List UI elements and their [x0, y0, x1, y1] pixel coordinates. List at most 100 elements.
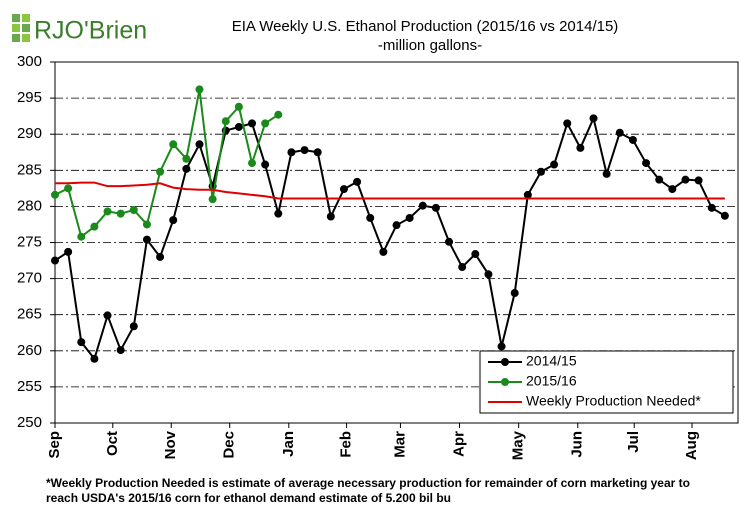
footnote: *Weekly Production Needed is estimate of… [46, 476, 690, 490]
legend-label: Weekly Production Needed* [526, 393, 701, 409]
data-point [418, 201, 427, 210]
x-tick-label: Jan [280, 431, 297, 457]
data-point [523, 190, 532, 199]
data-point [195, 85, 204, 94]
data-point [642, 159, 651, 168]
data-point [326, 212, 335, 221]
data-point [274, 110, 283, 119]
data-point [392, 221, 401, 230]
data-point [563, 119, 572, 128]
data-point [169, 216, 178, 225]
x-tick-label: Jul [625, 431, 642, 453]
data-point [90, 222, 99, 231]
data-point [707, 203, 716, 212]
series-line [54, 89, 279, 239]
data-point [221, 117, 230, 126]
data-point [129, 206, 138, 215]
legend-box [479, 350, 734, 414]
data-point [77, 338, 86, 347]
legend-label: 2014/15 [526, 353, 577, 369]
data-point [471, 250, 480, 259]
data-point [405, 213, 414, 222]
data-point [615, 128, 624, 137]
chart-subtitle: -million gallons- [378, 37, 482, 54]
data-point [51, 256, 59, 265]
legend-marker [501, 358, 509, 366]
y-tick-label: 260 [17, 342, 42, 359]
x-tick-label: Mar [391, 431, 408, 458]
footnote: reach USDA's 2015/16 corn for ethanol de… [46, 491, 451, 505]
y-tick-label: 280 [17, 197, 42, 214]
legend-label: 2015/16 [526, 373, 577, 389]
data-point [248, 119, 257, 128]
data-point [195, 140, 204, 149]
data-point [116, 209, 125, 218]
data-point [248, 159, 257, 168]
data-point [274, 209, 283, 218]
data-point [182, 164, 191, 173]
data-point [445, 237, 454, 246]
data-point [64, 247, 73, 256]
y-tick-label: 290 [17, 125, 42, 142]
logo-text: RJO'Brien [34, 17, 147, 45]
data-point [497, 342, 506, 351]
data-point [142, 220, 151, 229]
data-point [169, 140, 178, 149]
x-tick-label: Oct [104, 431, 121, 456]
data-point [602, 169, 611, 178]
data-point [156, 167, 165, 176]
data-point [64, 184, 73, 193]
data-point [287, 148, 296, 157]
data-point [589, 114, 598, 123]
data-point [484, 270, 493, 279]
legend: 2014/15 2015/16 Weekly Production Needed* [479, 350, 734, 414]
data-point [550, 160, 559, 169]
data-point [694, 176, 703, 185]
data-point [77, 232, 86, 241]
data-point [261, 119, 270, 128]
data-point [313, 148, 322, 157]
data-point [668, 185, 677, 194]
data-point [261, 160, 270, 169]
data-point [536, 167, 545, 176]
data-point [339, 185, 348, 194]
y-tick-label: 255 [17, 378, 42, 395]
x-tick-label: Jun [569, 431, 586, 458]
data-point [103, 311, 112, 320]
y-tick-label: 265 [17, 306, 42, 323]
data-point [655, 175, 664, 184]
data-point [681, 175, 690, 184]
x-tick-label: Apr [451, 431, 468, 457]
data-point [510, 289, 519, 298]
data-point [234, 122, 243, 131]
data-point [628, 135, 637, 144]
data-point [720, 211, 729, 220]
data-point [208, 195, 217, 204]
data-point [300, 146, 309, 155]
data-point [142, 235, 151, 244]
data-point [234, 102, 243, 111]
series-line [55, 181, 725, 200]
data-point [129, 322, 138, 331]
data-point [90, 354, 99, 363]
x-tick-label: Aug [683, 431, 700, 460]
data-point [51, 190, 59, 199]
data-point [458, 263, 467, 272]
data-point [353, 177, 362, 186]
data-point [182, 154, 191, 163]
x-tick-label: May [510, 430, 527, 460]
x-tick-label: Nov [162, 430, 179, 459]
y-tick-label: 250 [17, 414, 42, 431]
data-point [576, 143, 585, 152]
data-point [156, 252, 165, 261]
series-line [54, 115, 726, 361]
logo: RJO'Brien [12, 14, 147, 45]
data-point [116, 346, 125, 355]
chart-title: EIA Weekly U.S. Ethanol Production (2015… [232, 18, 619, 35]
x-tick-label: Dec [221, 431, 238, 459]
data-point [431, 203, 440, 212]
legend-marker [501, 378, 509, 386]
y-tick-label: 300 [17, 53, 42, 70]
y-tick-label: 275 [17, 233, 42, 250]
